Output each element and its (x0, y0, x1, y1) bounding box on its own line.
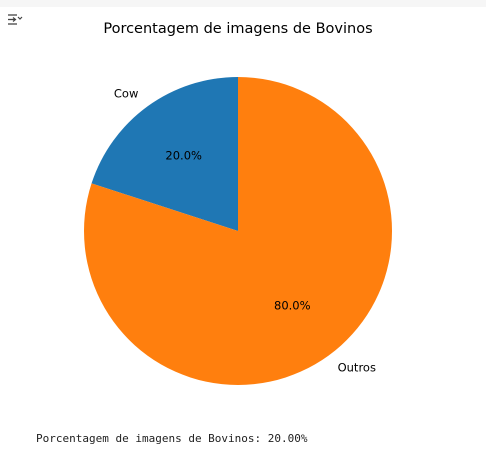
pie-slices (84, 77, 393, 385)
slice-label-outros: Outros (338, 361, 376, 375)
cell-top-strip (0, 0, 486, 7)
output-toggle-icon (8, 14, 23, 25)
cell-output-text: Porcentagem de imagens de Bovinos: 20.00… (36, 432, 308, 445)
slice-percent-cow: 20.0% (165, 149, 202, 163)
pie-slice-outros (84, 77, 393, 385)
chart-title: Porcentagem de imagens de Bovinos (103, 21, 372, 37)
slice-label-cow: Cow (114, 87, 138, 101)
output-toggle-button[interactable] (6, 11, 24, 29)
pie-slice-cow (91, 77, 238, 231)
pie-chart: Porcentagem de imagens de Bovinos Cow 20.… (84, 21, 393, 385)
slice-percent-outros: 80.0% (274, 298, 311, 312)
pie-labels: Cow 20.0% Outros 80.0% (114, 87, 376, 375)
